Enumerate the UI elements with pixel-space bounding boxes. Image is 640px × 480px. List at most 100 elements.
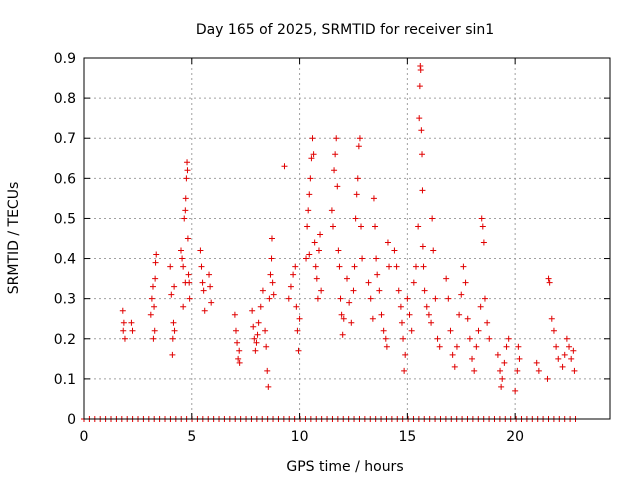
data-point: [207, 283, 214, 290]
data-point: [353, 191, 360, 198]
data-point: [184, 159, 191, 166]
data-point: [505, 335, 512, 342]
data-point: [559, 363, 566, 370]
data-point: [478, 215, 485, 222]
data-point: [250, 323, 257, 330]
data-point: [535, 367, 542, 374]
data-point: [147, 311, 154, 318]
data-point: [497, 367, 504, 374]
data-point: [180, 263, 187, 270]
data-point: [198, 263, 205, 270]
data-point: [356, 135, 363, 142]
y-tick-label: 0.7: [54, 131, 76, 147]
data-point: [232, 327, 239, 334]
data-point: [553, 343, 560, 350]
data-point: [391, 247, 398, 254]
data-point: [416, 83, 423, 90]
data-point: [417, 67, 424, 74]
data-point: [544, 375, 551, 382]
data-point: [337, 295, 344, 302]
data-point: [354, 175, 361, 182]
data-point: [466, 335, 473, 342]
data-point: [376, 287, 383, 294]
data-point: [512, 387, 519, 394]
data-point: [197, 247, 204, 254]
data-point: [404, 295, 411, 302]
data-point: [458, 291, 465, 298]
data-point: [499, 375, 506, 382]
data-point: [311, 239, 318, 246]
data-point: [566, 343, 573, 350]
data-point: [236, 347, 243, 354]
data-point: [151, 327, 158, 334]
data-point: [480, 239, 487, 246]
data-point: [340, 315, 347, 322]
data-point: [185, 271, 192, 278]
data-point: [412, 263, 419, 270]
data-point: [516, 355, 523, 362]
data-point: [251, 335, 258, 342]
data-point: [307, 175, 314, 182]
data-point: [270, 291, 277, 298]
data-point: [383, 343, 390, 350]
data-point: [184, 235, 191, 242]
data-point: [359, 255, 366, 262]
plot-frame: [83, 57, 611, 420]
x-axis-label: GPS time / hours: [286, 459, 403, 475]
data-point: [378, 311, 385, 318]
data-point: [401, 367, 408, 374]
data-point: [384, 239, 391, 246]
data-point: [400, 335, 407, 342]
data-point: [167, 263, 174, 270]
data-point: [292, 263, 299, 270]
data-point: [367, 295, 374, 302]
data-point: [460, 263, 467, 270]
data-point: [206, 271, 213, 278]
data-point: [373, 255, 380, 262]
data-point: [561, 351, 568, 358]
data-point: [266, 295, 273, 302]
data-points: [119, 63, 578, 394]
data-point: [268, 255, 275, 262]
data-point: [428, 319, 435, 326]
data-point: [151, 303, 158, 310]
data-point: [471, 367, 478, 374]
data-point: [313, 275, 320, 282]
data-point: [182, 207, 189, 214]
x-tick-label: 15: [398, 429, 416, 445]
y-tick-label: 0.4: [54, 252, 76, 268]
data-point: [263, 343, 270, 350]
data-point: [308, 155, 315, 162]
data-point: [305, 207, 312, 214]
data-point: [262, 327, 269, 334]
data-point: [336, 263, 343, 270]
data-point: [380, 327, 387, 334]
data-point: [352, 215, 359, 222]
data-point: [365, 279, 372, 286]
data-point: [253, 339, 260, 346]
data-point: [355, 143, 362, 150]
data-point: [333, 135, 340, 142]
y-tick-label: 0.6: [54, 171, 76, 187]
data-point: [498, 383, 505, 390]
data-point: [169, 335, 176, 342]
data-point: [334, 183, 341, 190]
data-point: [235, 355, 242, 362]
data-point: [312, 263, 319, 270]
data-point: [234, 339, 241, 346]
data-point: [415, 223, 422, 230]
data-point: [201, 307, 208, 314]
data-point: [296, 315, 303, 322]
data-point: [484, 319, 491, 326]
data-point: [398, 319, 405, 326]
data-point: [182, 195, 189, 202]
data-point: [178, 247, 185, 254]
data-point: [548, 315, 555, 322]
data-point: [310, 151, 317, 158]
data-point: [303, 255, 310, 262]
data-point: [259, 287, 266, 294]
data-point: [329, 223, 336, 230]
data-point: [386, 263, 393, 270]
data-point: [128, 319, 135, 326]
data-point: [153, 251, 160, 258]
